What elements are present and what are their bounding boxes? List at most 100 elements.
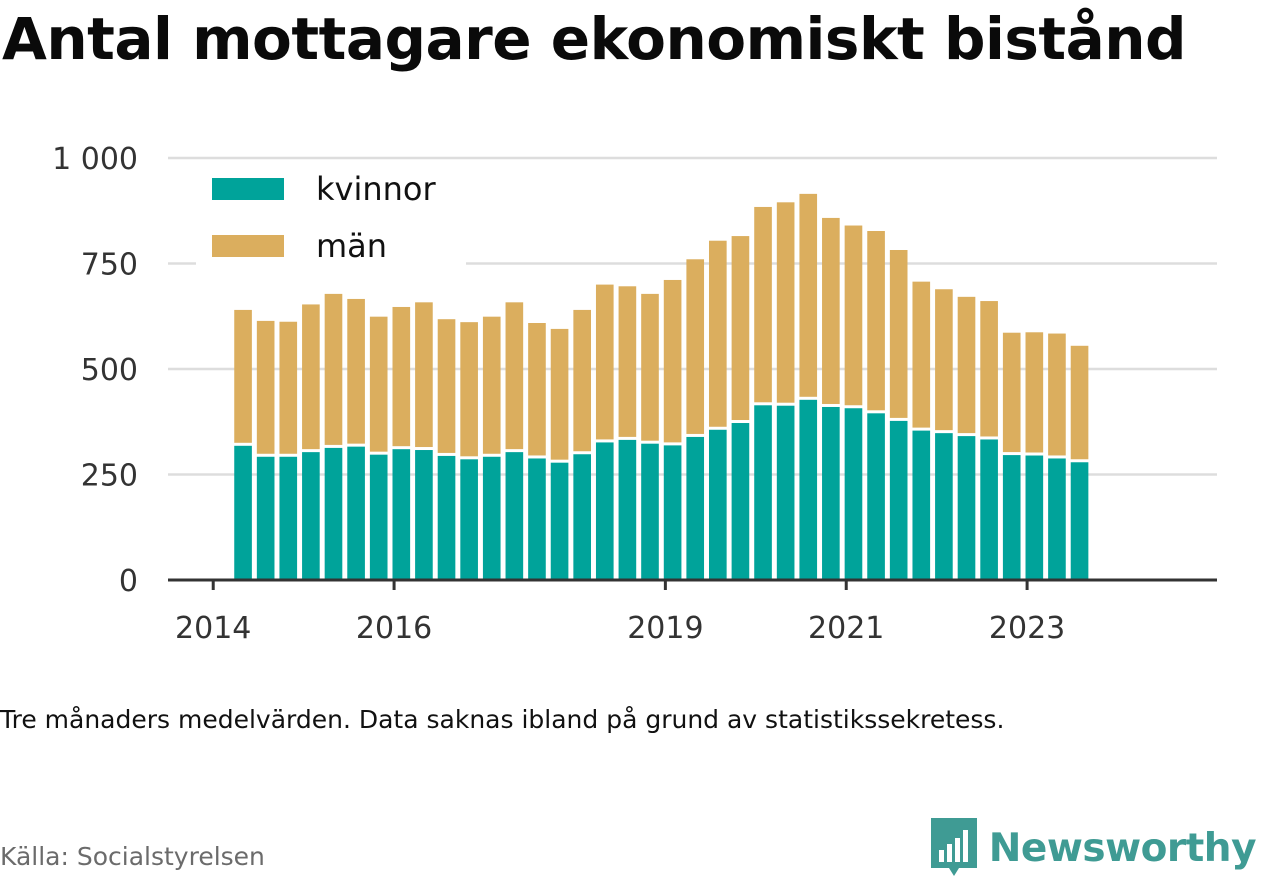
bar-kvinnor bbox=[889, 420, 908, 580]
bar-kvinnor bbox=[731, 423, 750, 580]
bar-kvinnor bbox=[302, 452, 320, 580]
bar-kvinnor bbox=[347, 446, 365, 580]
bar-man bbox=[889, 249, 908, 418]
bar-man bbox=[867, 231, 885, 411]
bar-man bbox=[618, 286, 637, 437]
bar-kvinnor bbox=[437, 455, 456, 580]
bar-kvinnor bbox=[1002, 455, 1021, 580]
bar-man bbox=[505, 302, 524, 450]
bar-kvinnor bbox=[279, 456, 298, 580]
bar-man bbox=[392, 306, 411, 447]
y-tick-label: 500 bbox=[81, 353, 138, 388]
bar-man bbox=[1002, 332, 1021, 453]
bar-kvinnor bbox=[935, 433, 953, 580]
x-tick-label: 2023 bbox=[989, 611, 1065, 646]
bar-man bbox=[279, 321, 298, 454]
bar-man bbox=[686, 259, 705, 434]
bar-kvinnor bbox=[686, 436, 705, 580]
bar-man bbox=[415, 302, 433, 448]
bar-man bbox=[799, 193, 818, 397]
chart-title: Antal mottagare ekonomiskt bistånd bbox=[2, 5, 1187, 73]
y-tick-label: 250 bbox=[81, 459, 138, 494]
bar-man bbox=[1070, 345, 1089, 460]
x-tick-label: 2019 bbox=[627, 611, 703, 646]
x-axis: 2014 2016 2019 2021 2023 bbox=[168, 578, 1217, 646]
bar-man bbox=[935, 289, 953, 431]
bar-man bbox=[528, 323, 546, 456]
bar-kvinnor bbox=[980, 439, 998, 580]
legend: kvinnor män bbox=[196, 168, 466, 268]
bar-man bbox=[641, 293, 659, 441]
bar-kvinnor bbox=[1025, 455, 1044, 580]
bar-man bbox=[1048, 333, 1066, 456]
bar-kvinnor bbox=[844, 408, 863, 580]
y-tick-label: 750 bbox=[81, 248, 138, 283]
bar-man bbox=[256, 320, 275, 454]
bar-man bbox=[302, 304, 320, 450]
y-axis-ticks: 0 250 500 750 1 000 bbox=[52, 142, 138, 599]
bar-kvinnor bbox=[595, 442, 614, 580]
bar-man bbox=[595, 284, 614, 440]
bar-man bbox=[369, 316, 388, 452]
bar-kvinnor bbox=[957, 436, 976, 580]
legend-swatch bbox=[212, 235, 284, 257]
bar-kvinnor bbox=[415, 450, 433, 580]
bar-man bbox=[912, 281, 931, 428]
bar-kvinnor bbox=[482, 456, 501, 580]
bar-kvinnor bbox=[1048, 458, 1066, 580]
bar-man bbox=[573, 309, 591, 452]
brand-logo: Newsworthy bbox=[929, 818, 1257, 878]
bar-kvinnor bbox=[776, 405, 795, 580]
source-credit: Källa: Socialstyrelsen bbox=[0, 842, 265, 871]
bar-man bbox=[709, 240, 727, 427]
bar-man bbox=[1025, 332, 1044, 453]
bar-kvinnor bbox=[550, 462, 569, 580]
legend-label: män bbox=[316, 227, 387, 265]
bar-kvinnor bbox=[799, 399, 818, 580]
bar-man bbox=[482, 316, 501, 454]
y-tick-label: 0 bbox=[119, 564, 138, 599]
x-tick-label: 2014 bbox=[175, 611, 251, 646]
bar-kvinnor bbox=[573, 454, 591, 580]
bar-man bbox=[550, 328, 569, 460]
x-tick-label: 2021 bbox=[808, 611, 884, 646]
bar-man bbox=[460, 322, 478, 457]
bar-man bbox=[822, 217, 840, 404]
y-tick-label: 1 000 bbox=[52, 142, 138, 177]
bar-kvinnor bbox=[369, 454, 388, 580]
bar-man bbox=[754, 206, 772, 403]
bar-man bbox=[663, 279, 682, 443]
bar-kvinnor bbox=[754, 405, 772, 580]
bar-kvinnor bbox=[822, 406, 840, 580]
bar-man bbox=[324, 293, 343, 445]
bar-kvinnor bbox=[505, 452, 524, 580]
x-tick-label: 2016 bbox=[356, 611, 432, 646]
bar-man bbox=[980, 301, 998, 437]
bar-kvinnor bbox=[709, 429, 727, 580]
bar-kvinnor bbox=[234, 445, 252, 580]
bar-kvinnor bbox=[1070, 462, 1089, 580]
legend-swatch bbox=[212, 178, 284, 200]
bar-man bbox=[234, 309, 252, 443]
bar-man bbox=[437, 319, 456, 453]
newsworthy-bar-chart-logo-icon bbox=[930, 818, 977, 876]
bar-kvinnor bbox=[392, 449, 411, 580]
bar-man bbox=[731, 236, 750, 421]
bar-kvinnor bbox=[867, 413, 885, 580]
bar-kvinnor bbox=[460, 459, 478, 580]
bar-kvinnor bbox=[324, 447, 343, 580]
bar-man bbox=[347, 298, 365, 444]
bar-kvinnor bbox=[912, 430, 931, 580]
bar-kvinnor bbox=[663, 445, 682, 580]
bar-kvinnor bbox=[618, 439, 637, 580]
brand-name: Newsworthy bbox=[988, 825, 1257, 871]
bar-man bbox=[957, 296, 976, 434]
bar-man bbox=[776, 202, 795, 403]
chart-note: Tre månaders medelvärden. Data saknas ib… bbox=[0, 705, 1005, 734]
stacked-bar-chart: 0 250 500 750 1 000 2014 2016 2019 2021 2023 kvi… bbox=[52, 142, 1217, 646]
bar-man bbox=[844, 225, 863, 406]
bar-kvinnor bbox=[256, 456, 275, 580]
bars bbox=[234, 193, 1089, 580]
bar-kvinnor bbox=[528, 458, 546, 580]
bar-kvinnor bbox=[641, 443, 659, 580]
